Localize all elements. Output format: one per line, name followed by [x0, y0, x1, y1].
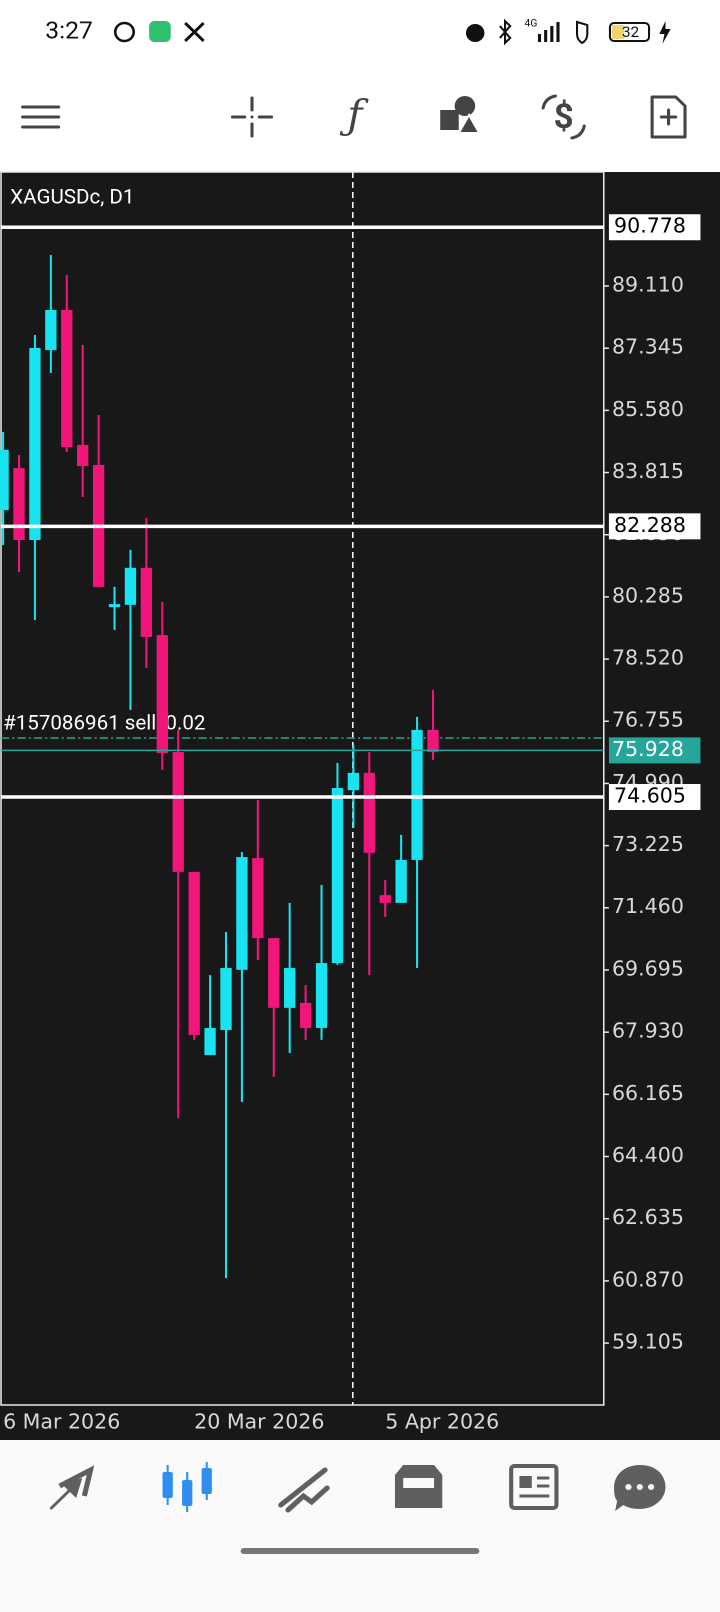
candle-body — [172, 752, 184, 872]
y-tick-label: 73.225 — [612, 832, 684, 856]
candle-body — [29, 348, 41, 541]
candle-body — [268, 938, 280, 1008]
shield-app-icon — [149, 21, 171, 42]
level-box — [608, 784, 701, 811]
candle-body — [220, 968, 232, 1031]
objects-button[interactable] — [440, 96, 482, 134]
status-bar: 3:27 4G 32 — [45, 16, 671, 46]
history-tab[interactable] — [394, 1465, 443, 1508]
candle-body — [124, 567, 137, 605]
candle-body — [0, 449, 9, 511]
gesture-bar — [240, 1548, 480, 1554]
y-tick-label: 89.110 — [612, 273, 684, 297]
y-tick-label: 80.285 — [612, 584, 684, 608]
crosshair-button[interactable] — [230, 96, 274, 138]
candle-body — [427, 729, 439, 753]
level-label: 90.778 — [614, 214, 686, 238]
chart-background — [0, 172, 720, 1440]
symbol-label: XAGUSDc, D1 — [10, 185, 134, 209]
svg-text:$: $ — [554, 97, 574, 136]
candle-body — [204, 1027, 216, 1056]
y-tick-label: 69.695 — [612, 957, 684, 981]
candle-body — [252, 858, 264, 939]
candle-body — [236, 857, 248, 970]
quotes-tab[interactable] — [49, 1465, 95, 1510]
bluetooth-icon — [499, 18, 512, 46]
charging-icon — [659, 21, 671, 44]
candle-body — [108, 604, 121, 608]
order-label: #157086961 sell, 0.02 — [3, 711, 205, 735]
level-label: 74.605 — [614, 784, 686, 808]
candle-body — [347, 772, 360, 791]
candle-body — [363, 772, 375, 853]
candle-body — [331, 788, 344, 964]
y-tick-label: 83.815 — [612, 459, 684, 483]
signal-icon — [537, 22, 560, 42]
candle-body — [13, 468, 25, 541]
x-icon — [184, 21, 205, 43]
candle-body — [45, 309, 57, 351]
y-tick-label: 76.755 — [612, 708, 684, 732]
current-price-box — [608, 737, 701, 764]
indicators-button[interactable]: ƒ — [339, 91, 369, 138]
y-tick-label: 64.400 — [612, 1143, 684, 1167]
candle-body — [315, 963, 328, 1028]
x-tick-label: 20 Mar 2026 — [194, 1410, 324, 1434]
x-tick-label: 6 Mar 2026 — [3, 1410, 120, 1434]
candle-body — [188, 871, 200, 1035]
y-tick-label: 60.870 — [612, 1268, 684, 1292]
candle-body — [379, 895, 391, 903]
battery-text: 32 — [622, 23, 639, 41]
nav-background — [0, 1440, 720, 1612]
bottom-nav — [0, 1440, 720, 1612]
y-tick-label: 62.635 — [612, 1205, 684, 1229]
menu-button[interactable] — [21, 105, 61, 129]
trade-button[interactable]: $ — [541, 94, 586, 140]
candle-body — [140, 567, 153, 637]
trade-tab[interactable] — [278, 1467, 330, 1513]
level-box — [608, 214, 701, 241]
plot-border — [0, 171, 605, 1406]
y-tick-label: 78.520 — [612, 646, 684, 670]
news-tab[interactable] — [509, 1464, 559, 1510]
toolbar: ƒ $ — [21, 91, 687, 140]
alarm-icon — [465, 24, 485, 42]
candle-body — [411, 729, 423, 860]
candle-body — [156, 635, 168, 754]
candle-body — [61, 309, 73, 448]
y-tick-label: 85.580 — [612, 397, 684, 421]
chat-tab[interactable] — [614, 1465, 666, 1511]
whatsapp-icon — [113, 21, 135, 43]
candle-body — [77, 444, 89, 467]
level-box — [608, 513, 701, 540]
battery-level — [612, 25, 625, 39]
candle-body — [395, 859, 407, 903]
y-tick-label: 67.930 — [612, 1019, 684, 1043]
svg-text:ƒ: ƒ — [339, 91, 369, 138]
level-label: 82.288 — [614, 513, 686, 537]
current-price-label: 75.928 — [612, 737, 684, 761]
candle-body — [284, 968, 296, 1008]
new-order-button[interactable] — [650, 95, 687, 139]
clock: 3:27 — [45, 16, 93, 45]
y-tick-label: 66.165 — [612, 1081, 684, 1105]
network-type: 4G — [525, 19, 538, 30]
y-tick-label: 59.105 — [612, 1330, 684, 1354]
chart-tab[interactable] — [162, 1462, 212, 1512]
candle-body — [299, 1002, 312, 1028]
y-tick-label: 71.460 — [612, 894, 684, 918]
battery-icon — [608, 22, 651, 42]
x-tick-label: 5 Apr 2026 — [385, 1410, 499, 1434]
vpn-icon — [576, 20, 589, 45]
y-tick-label: 87.345 — [612, 335, 684, 359]
chart-area: XAGUSDc, D1 89.11087.34585.58083.81582.0… — [0, 171, 720, 1440]
